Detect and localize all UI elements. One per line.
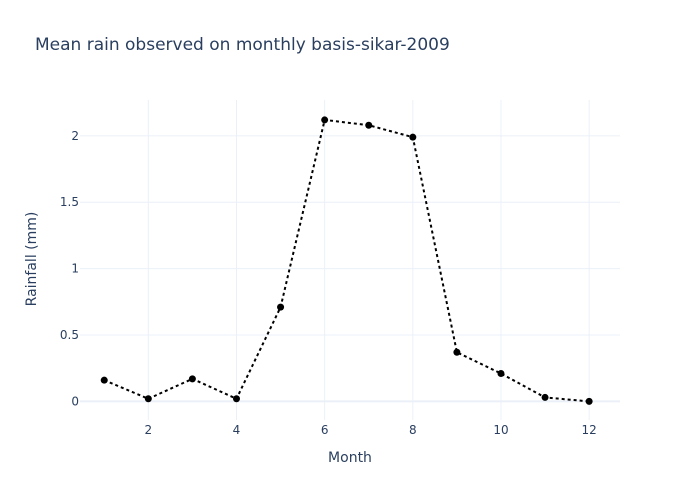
y-axis-ticks: 0 0.5 1 1.5 2 [60,129,79,409]
x-tick-label: 8 [409,423,417,437]
y-tick-label: 1.5 [60,195,79,209]
data-point[interactable] [365,121,373,129]
y-tick-label: 0.5 [60,328,79,342]
data-point[interactable] [144,395,152,403]
data-point[interactable] [409,133,417,141]
x-axis-ticks: 2 4 6 8 10 12 [145,423,597,437]
data-point[interactable] [541,393,549,401]
x-tick-label: 6 [321,423,329,437]
x-tick-label: 12 [582,423,597,437]
grid-lines [80,100,620,420]
x-axis-title: Month [328,450,372,466]
y-axis-title: Rainfall (mm) [24,212,40,307]
series-line [103,118,590,403]
x-tick-label: 2 [145,423,153,437]
x-tick-label: 10 [493,423,508,437]
x-tick-label: 4 [233,423,241,437]
data-point[interactable] [321,116,329,124]
y-tick-label: 1 [71,262,79,276]
y-tick-label: 0 [71,394,79,408]
data-point[interactable] [497,370,505,378]
y-tick-label: 2 [71,129,79,143]
data-point[interactable] [453,348,461,356]
data-point[interactable] [277,303,285,311]
data-point[interactable] [188,375,196,383]
data-point[interactable] [232,395,240,403]
series-layer [100,116,593,405]
data-point[interactable] [100,376,108,384]
data-point[interactable] [585,397,593,405]
chart-title: Mean rain observed on monthly basis-sika… [35,35,450,55]
